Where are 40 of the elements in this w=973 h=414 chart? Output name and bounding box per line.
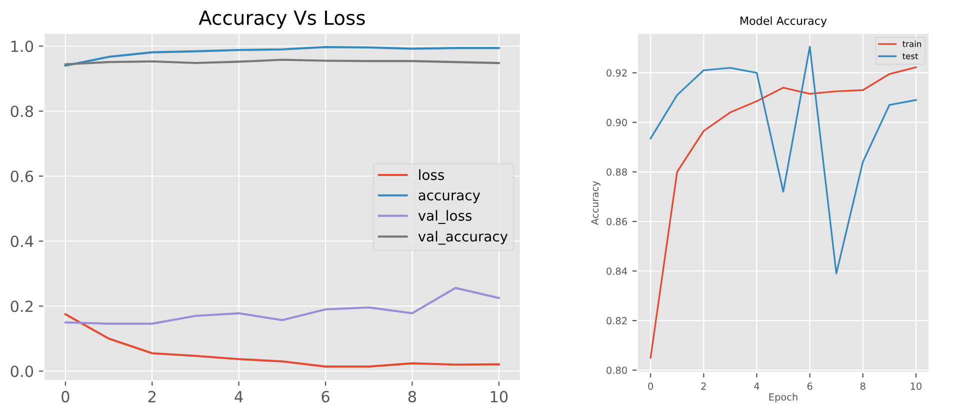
x-tick-label: 6 (322, 390, 330, 402)
legend-label: accuracy (418, 192, 480, 204)
y-tick-label: 0.8 (10, 106, 34, 118)
x-tick-label: 0 (648, 382, 654, 390)
x-tick-label: 8 (860, 382, 866, 390)
chart-title: Model Accuracy (740, 16, 827, 28)
y-tick-label: 0.80 (606, 366, 627, 374)
y-tick-label: 0.4 (10, 236, 34, 248)
chart-title: Accuracy Vs Loss (198, 10, 365, 29)
x-tick-label: 8 (408, 390, 416, 402)
x-tick-label: 4 (234, 391, 243, 402)
line-series (64, 313, 500, 368)
legend-label: train (902, 40, 922, 48)
x-tick-label: 2 (701, 382, 706, 390)
y-tick-label: 1.0 (11, 40, 34, 52)
legend-label: test (902, 53, 918, 60)
x-tick-label: 2 (148, 390, 156, 402)
y-tick-label: 0.88 (606, 168, 627, 176)
y-tick-label: 0.82 (606, 317, 627, 324)
y-tick-label: 0.6 (10, 170, 34, 182)
x-tick-label: 10 (910, 382, 922, 390)
x-tick-label: 6 (807, 382, 812, 390)
y-tick-label: 0.90 (606, 118, 627, 126)
x-tick-label: 10 (490, 390, 508, 402)
legend-label: val_accuracy (418, 230, 508, 245)
x-tick-label: 4 (754, 382, 760, 390)
y-tick-label: 0.0 (10, 366, 34, 378)
legend-label: loss (419, 169, 444, 180)
line-series (64, 46, 500, 67)
legend-label: val_loss (418, 210, 472, 224)
line-series (650, 66, 917, 359)
x-axis-title: Epoch (769, 393, 798, 403)
line-series (64, 286, 500, 325)
y-tick-label: 0.86 (606, 218, 627, 226)
y-axis-title: Accuracy (591, 180, 600, 225)
line-series (650, 46, 917, 274)
y-tick-label: 0.2 (10, 300, 33, 312)
y-tick-label: 0.92 (606, 69, 627, 77)
y-tick-label: 0.84 (606, 267, 628, 275)
x-tick-label: 0 (62, 390, 70, 402)
